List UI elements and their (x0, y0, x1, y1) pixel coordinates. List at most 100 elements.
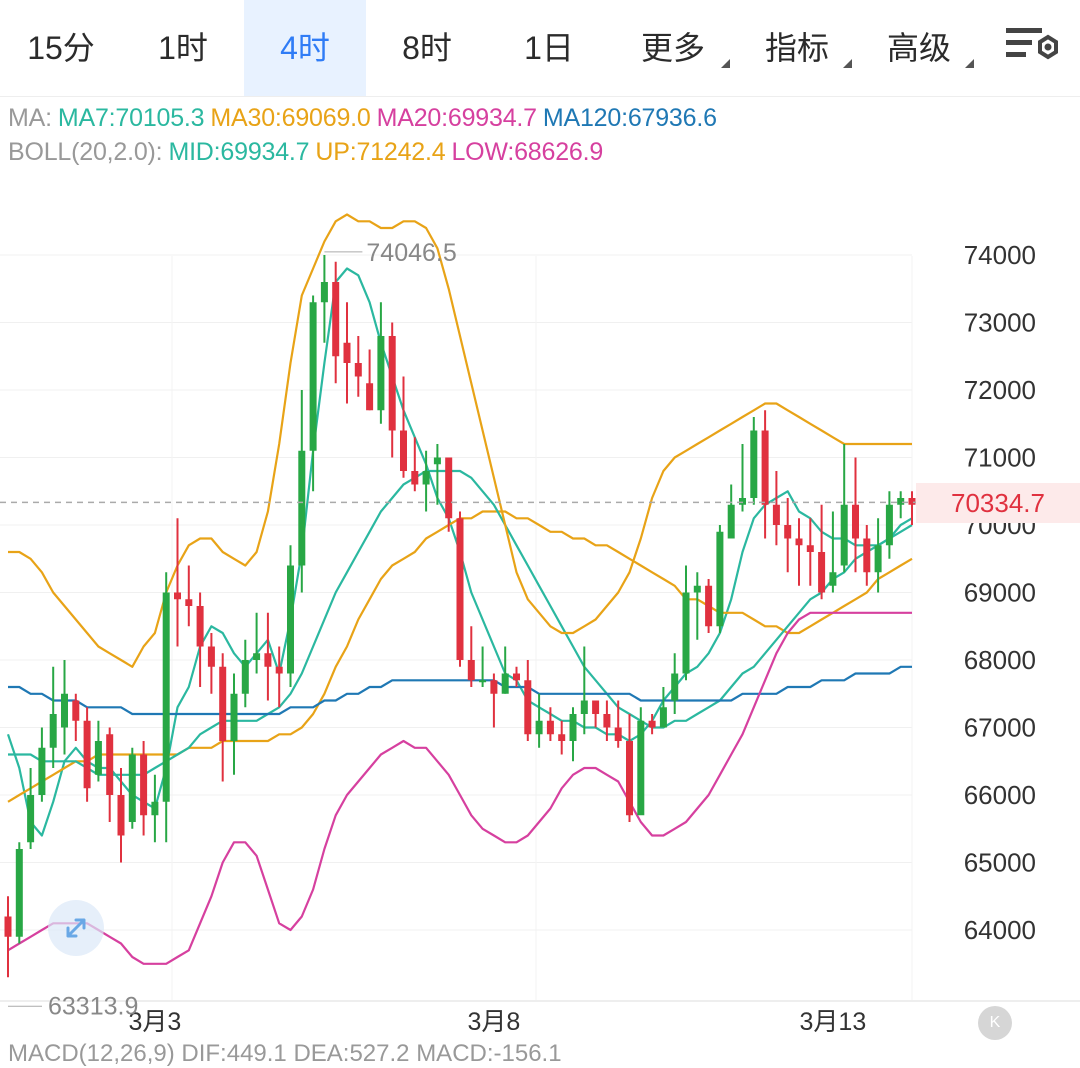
candle-body (840, 504, 848, 566)
chart-settings-icon[interactable] (1000, 22, 1060, 72)
candle-body (851, 504, 860, 539)
dropdown-triangle-icon (965, 59, 974, 68)
ma120-value: MA120:67936.6 (542, 104, 717, 132)
candle-body (15, 849, 23, 937)
y-tick-label: 68000 (964, 645, 1036, 675)
candle-body (377, 336, 385, 411)
candle-body (72, 700, 80, 721)
candle-body (546, 720, 554, 735)
candle-body (399, 430, 408, 471)
candle-body (173, 592, 182, 600)
candle-body (94, 741, 102, 775)
collapse-left-icon[interactable]: K (978, 1006, 1012, 1040)
candle-body (343, 342, 351, 363)
candle-body (682, 592, 690, 674)
candle-body (874, 545, 882, 573)
candle-body (784, 525, 792, 539)
candle-body (264, 653, 272, 667)
candle-body (727, 504, 735, 539)
y-tick-label: 72000 (964, 375, 1036, 405)
candle-body (467, 660, 475, 681)
candle-body (750, 430, 758, 498)
candle-body (60, 693, 69, 728)
candle-body (490, 680, 498, 694)
y-tick-label: 64000 (964, 915, 1036, 945)
candle-body (433, 457, 441, 465)
boll-low-value: LOW:68626.9 (451, 138, 604, 166)
candle-body (659, 707, 667, 728)
low-price-label: 63313.9 (48, 992, 138, 1020)
candle-body (772, 504, 780, 525)
candle-body (185, 599, 193, 606)
candle-body (4, 916, 12, 937)
dropdown-triangle-icon (843, 59, 852, 68)
candle-body (298, 450, 306, 566)
timeframe-tab-bar: 15分 1时 4时 8时 1日 更多 指标 高级 (0, 0, 1080, 97)
candle-body (354, 363, 362, 377)
candle-body (795, 538, 803, 546)
current-price-tag: 70334.7 (916, 483, 1080, 523)
expand-arrows-icon[interactable] (48, 900, 104, 956)
candle-body (445, 457, 453, 519)
candle-body (275, 666, 283, 674)
candle-body (558, 734, 566, 741)
candle-body (637, 720, 645, 816)
tab-1d[interactable]: 1日 (524, 30, 574, 66)
candle-body (286, 565, 295, 674)
tab-indicators[interactable]: 指标 (736, 0, 858, 96)
candle-body (705, 585, 713, 627)
candle-body (151, 801, 159, 816)
candle-body (501, 673, 509, 694)
candle-body (524, 680, 532, 735)
tab-advanced-label: 高级 (886, 30, 951, 66)
y-tick-label: 69000 (964, 578, 1036, 608)
tab-advanced[interactable]: 高级 (858, 0, 980, 96)
candle-body (241, 660, 249, 694)
tab-8h[interactable]: 8时 (402, 30, 452, 66)
candle-body (592, 700, 600, 714)
series-ma120-line (8, 665, 912, 716)
candle-body (366, 383, 374, 411)
boll-indicator-line: BOLL(20,2.0): MID:69934.7 UP:71242.4 LOW:68… (8, 138, 609, 167)
candle-body (83, 720, 91, 789)
y-tick-label: 67000 (964, 713, 1036, 743)
series-up-line (8, 213, 912, 668)
boll-mid-value: MID:69934.7 (168, 138, 310, 166)
tab-more[interactable]: 更多 (610, 0, 736, 96)
candle-body (648, 720, 656, 728)
tab-indicators-label: 指标 (764, 30, 829, 66)
ma30-value: MA30:69069.0 (210, 104, 371, 132)
y-tick-label: 71000 (964, 443, 1036, 473)
candle-body (761, 430, 769, 505)
candle-body (569, 714, 577, 741)
y-tick-label: 74000 (964, 240, 1036, 270)
ma-indicator-line: MA: MA7:70105.3 MA30:69069.0 MA20:69934.7 MA… (8, 104, 723, 133)
candle-body (512, 673, 521, 681)
candle-body (388, 336, 396, 431)
candle-body (829, 572, 837, 586)
tab-15m[interactable]: 15分 (27, 30, 95, 66)
candle-body (806, 545, 814, 552)
y-tick-label: 66000 (964, 780, 1036, 810)
tab-more-label: 更多 (640, 30, 705, 66)
x-tick-label: 3月13 (800, 1008, 867, 1036)
candle-body (411, 471, 419, 485)
candle-body (580, 700, 588, 714)
candle-body (693, 585, 701, 593)
x-tick-label: 3月3 (128, 1008, 181, 1036)
candle-body (738, 498, 747, 505)
candle-body (117, 795, 125, 836)
candle-body (162, 592, 170, 802)
y-tick-label: 65000 (964, 848, 1036, 878)
candle-body (207, 646, 215, 667)
ma20-value: MA20:69934.7 (376, 104, 537, 132)
candle-body (253, 653, 261, 660)
candle-body (603, 714, 611, 728)
tab-1h[interactable]: 1时 (158, 30, 208, 66)
tab-4h[interactable]: 4时 (244, 0, 366, 96)
candle-body (49, 714, 57, 748)
candle-body (885, 504, 893, 546)
candlestick-chart[interactable]: 7400073000720007100070000690006800067000… (0, 96, 1080, 1040)
y-tick-label: 73000 (964, 308, 1036, 338)
candle-body (106, 734, 114, 795)
